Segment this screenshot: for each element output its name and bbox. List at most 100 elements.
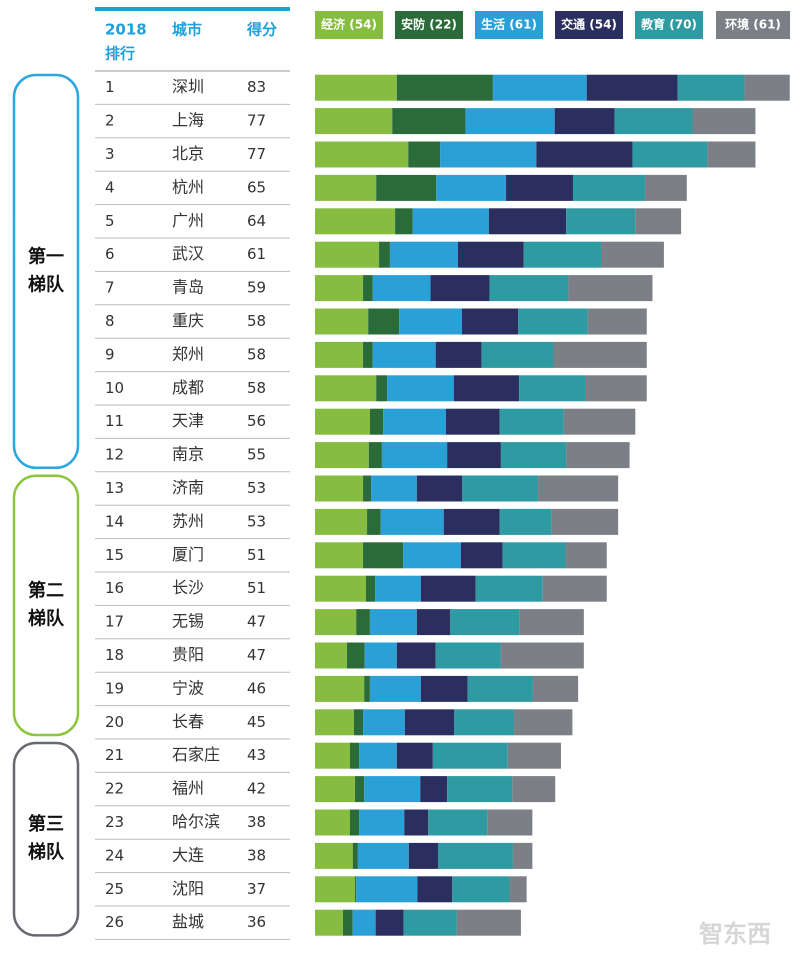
score: 42 — [247, 780, 266, 798]
bar-segment — [315, 575, 366, 602]
bar-segment — [315, 308, 369, 335]
bar-segment — [369, 408, 384, 435]
bar-segment — [352, 909, 376, 936]
bar-segment — [514, 709, 573, 736]
bar-segment — [416, 609, 450, 636]
rank: 8 — [105, 312, 115, 330]
bar-segment — [315, 275, 364, 302]
legend-label: 安防 (22) — [401, 17, 457, 32]
rank: 12 — [105, 446, 124, 464]
bar-segment — [372, 275, 431, 302]
bar-segment — [315, 709, 354, 736]
bar-segment — [315, 141, 409, 168]
bar-segment — [383, 408, 446, 435]
rank: 23 — [105, 813, 124, 831]
bar-segment — [392, 108, 466, 135]
bar-segment — [532, 675, 579, 702]
bar-segment — [507, 742, 561, 769]
score: 37 — [247, 880, 266, 898]
score: 83 — [247, 78, 266, 96]
bar-segment — [587, 308, 647, 335]
bar-segment — [512, 776, 556, 803]
bar-segment — [456, 909, 521, 936]
bar-segment — [380, 508, 444, 535]
bar-segment — [363, 275, 373, 302]
bar-segment — [551, 508, 619, 535]
bar-segment — [462, 475, 539, 502]
score: 56 — [247, 412, 266, 430]
bar-segment — [518, 308, 588, 335]
bar-segment — [584, 375, 647, 402]
bar-segment — [632, 141, 708, 168]
city: 哈尔滨 — [172, 812, 220, 831]
bar-segment — [363, 341, 373, 368]
bar-segment — [554, 108, 615, 135]
bar-segment — [395, 208, 413, 235]
bar-segment — [565, 542, 607, 569]
rank: 18 — [105, 646, 124, 664]
bar-segment — [368, 308, 400, 335]
bar-segment — [315, 108, 393, 135]
bar-segment — [315, 341, 364, 368]
rank: 19 — [105, 679, 124, 697]
city: 长沙 — [172, 578, 204, 597]
score: 58 — [247, 345, 266, 363]
bar-segment — [396, 642, 436, 669]
bar-segment — [509, 876, 527, 903]
bar-segment — [492, 74, 587, 101]
bar-segment — [445, 408, 500, 435]
score: 38 — [247, 813, 266, 831]
bar-segment — [500, 642, 584, 669]
tier-label: 梯队 — [28, 273, 65, 295]
tier-label: 第二 — [28, 579, 64, 601]
bar-segment — [481, 341, 554, 368]
bar-segment — [315, 74, 397, 101]
bar-segment — [376, 174, 437, 201]
bar-segment — [553, 341, 647, 368]
bar-segment — [452, 876, 510, 903]
city: 厦门 — [172, 545, 204, 564]
bar-segment — [381, 442, 448, 469]
bar-segment — [363, 709, 405, 736]
bar-segment — [369, 609, 417, 636]
rank: 13 — [105, 479, 124, 497]
bar-segment — [586, 74, 678, 101]
rank: 2 — [105, 112, 115, 130]
bar-segment — [315, 876, 356, 903]
bar-segment — [432, 742, 508, 769]
rank: 6 — [105, 245, 115, 263]
city: 石家庄 — [172, 745, 220, 764]
city: 大连 — [172, 845, 204, 864]
bar-segment — [519, 609, 584, 636]
bar-segment — [399, 308, 463, 335]
score: 38 — [247, 846, 266, 864]
bar-segment — [315, 508, 368, 535]
city: 深圳 — [172, 77, 204, 96]
bar-segment — [453, 709, 515, 736]
bar-segment — [408, 141, 441, 168]
bar-segment — [428, 809, 488, 836]
score: 46 — [247, 679, 266, 697]
city: 宁波 — [172, 678, 204, 697]
city: 盐城 — [172, 912, 204, 931]
score: 59 — [247, 279, 266, 297]
bar-segment — [315, 241, 380, 268]
rank: 21 — [105, 746, 124, 764]
bar-segment — [364, 642, 397, 669]
score: 47 — [247, 613, 266, 631]
bar-segment — [315, 909, 344, 936]
bar-segment — [536, 141, 633, 168]
score: 77 — [247, 112, 266, 130]
city: 重庆 — [172, 311, 204, 330]
rank: 4 — [105, 178, 115, 196]
legend-label: 经济 (54) — [321, 17, 377, 32]
city: 武汉 — [172, 244, 204, 263]
bar-segment — [437, 842, 513, 869]
bar-segment — [403, 542, 461, 569]
bar-segment — [488, 208, 567, 235]
bar-segment — [372, 341, 436, 368]
bar-segment — [408, 842, 438, 869]
city: 长春 — [172, 712, 204, 731]
bar-segment — [365, 575, 376, 602]
bar-segment — [465, 108, 555, 135]
